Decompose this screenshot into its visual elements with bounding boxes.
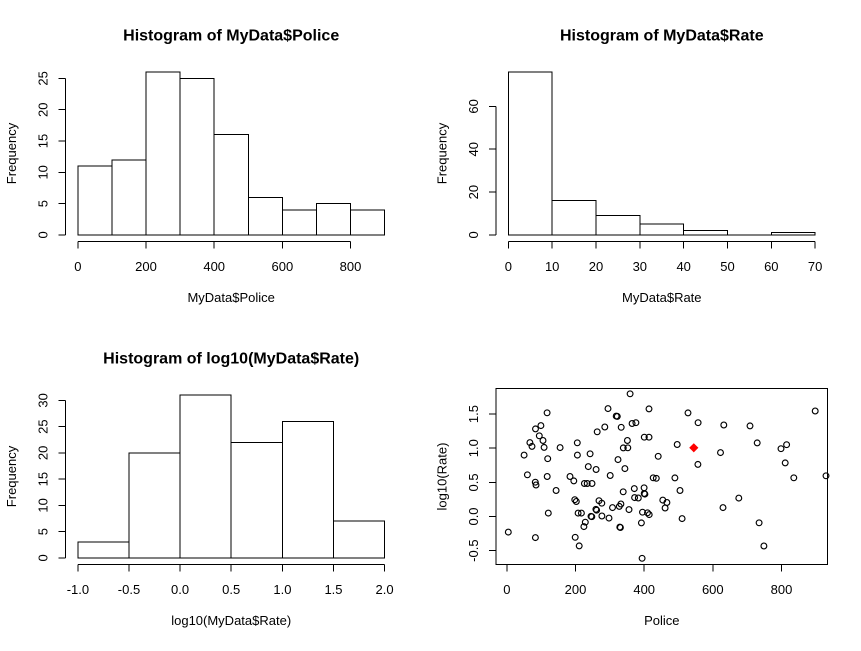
- svg-text:1.5: 1.5: [466, 405, 481, 423]
- svg-text:15: 15: [35, 134, 50, 148]
- svg-text:Histogram of MyData$Rate: Histogram of MyData$Rate: [560, 27, 764, 44]
- svg-text:-0.5: -0.5: [118, 582, 140, 597]
- svg-text:20: 20: [35, 446, 50, 460]
- svg-text:0: 0: [503, 582, 510, 597]
- svg-text:MyData$Rate: MyData$Rate: [622, 290, 701, 305]
- svg-text:30: 30: [633, 259, 647, 274]
- svg-text:0.0: 0.0: [171, 582, 189, 597]
- svg-text:Histogram of log10(MyData$Rate: Histogram of log10(MyData$Rate): [103, 350, 359, 367]
- svg-text:20: 20: [589, 259, 603, 274]
- svg-text:0: 0: [35, 231, 50, 238]
- svg-text:25: 25: [35, 419, 50, 433]
- svg-text:1.0: 1.0: [273, 582, 291, 597]
- svg-text:0.0: 0.0: [466, 507, 481, 525]
- svg-text:Frequency: Frequency: [435, 122, 450, 184]
- svg-text:Histogram of MyData$Police: Histogram of MyData$Police: [123, 27, 339, 44]
- svg-text:10: 10: [35, 165, 50, 179]
- svg-text:2.0: 2.0: [376, 582, 394, 597]
- svg-text:50: 50: [720, 259, 734, 274]
- svg-text:600: 600: [702, 582, 724, 597]
- svg-text:0: 0: [35, 554, 50, 561]
- svg-text:30: 30: [35, 393, 50, 407]
- svg-text:-1.0: -1.0: [67, 582, 89, 597]
- svg-text:0.5: 0.5: [222, 582, 240, 597]
- svg-text:log10(Rate): log10(Rate): [435, 443, 450, 511]
- svg-text:60: 60: [466, 99, 481, 113]
- svg-text:200: 200: [565, 582, 587, 597]
- svg-text:1.0: 1.0: [466, 439, 481, 457]
- svg-text:15: 15: [35, 472, 50, 486]
- svg-text:10: 10: [35, 498, 50, 512]
- svg-text:0: 0: [505, 259, 512, 274]
- svg-text:20: 20: [35, 102, 50, 116]
- svg-text:600: 600: [272, 259, 294, 274]
- svg-text:log10(MyData$Rate): log10(MyData$Rate): [171, 613, 291, 628]
- svg-text:5: 5: [35, 528, 50, 535]
- svg-text:70: 70: [808, 259, 822, 274]
- svg-text:MyData$Police: MyData$Police: [187, 290, 274, 305]
- svg-text:60: 60: [764, 259, 778, 274]
- svg-text:200: 200: [135, 259, 157, 274]
- svg-text:Frequency: Frequency: [4, 445, 19, 507]
- svg-text:-0.5: -0.5: [466, 539, 481, 561]
- svg-text:5: 5: [35, 200, 50, 207]
- svg-text:1.5: 1.5: [324, 582, 342, 597]
- svg-text:10: 10: [545, 259, 559, 274]
- svg-text:20: 20: [466, 185, 481, 199]
- svg-text:800: 800: [340, 259, 362, 274]
- svg-text:400: 400: [633, 582, 655, 597]
- svg-text:Frequency: Frequency: [4, 122, 19, 184]
- svg-text:400: 400: [203, 259, 225, 274]
- svg-text:25: 25: [35, 71, 50, 85]
- svg-text:800: 800: [771, 582, 793, 597]
- svg-text:40: 40: [466, 142, 481, 156]
- svg-text:Police: Police: [644, 613, 679, 628]
- svg-text:40: 40: [676, 259, 690, 274]
- svg-text:0: 0: [74, 259, 81, 274]
- svg-text:0.5: 0.5: [466, 473, 481, 491]
- svg-text:0: 0: [466, 231, 481, 238]
